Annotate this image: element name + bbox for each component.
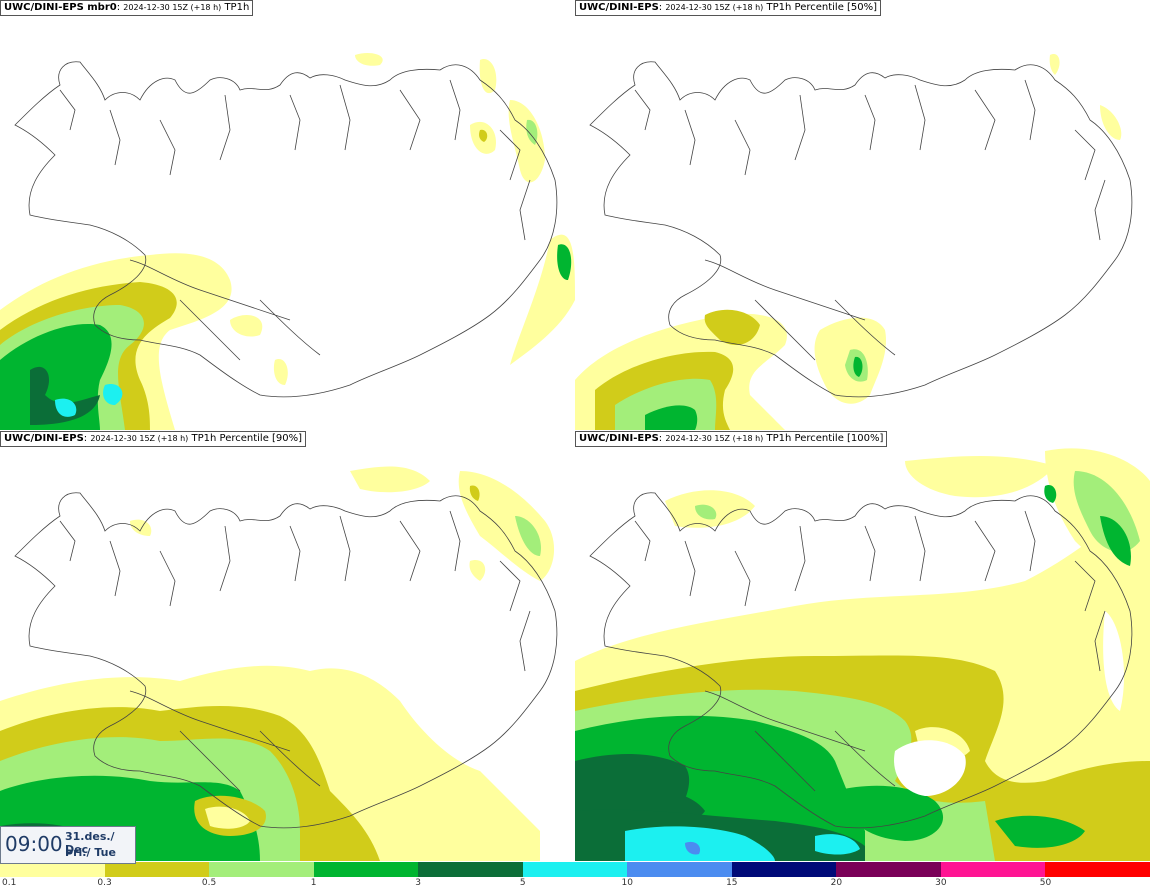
legend-swatch-1 [104,862,210,877]
valid-date: 31.des./ Dec [65,830,115,856]
legend-tick-label: 10 [621,878,633,888]
legend-tick-label: 50 [1039,878,1052,888]
panel-title-p50: UWC/DINI-EPS: 2024-12-30 15Z (+18 h) TP1… [575,0,882,16]
precip-map-p100 [575,448,1150,861]
precip-map-mbr0 [0,53,575,430]
legend-tick-label: 15 [726,878,738,888]
legend-swatch-5 [522,862,628,877]
panel-title-p90: UWC/DINI-EPS: 2024-12-30 15Z (+18 h) TP1… [0,431,307,447]
legend-swatch-3 [313,862,419,877]
valid-time: 09:00 [5,832,63,856]
valid-time-box: 09:00 31.des./ Dec Þri./ Tue [0,826,136,864]
legend-swatch-0 [0,862,106,877]
map-panel-p90[interactable]: UWC/DINI-EPS: 2024-12-30 15Z (+18 h) TP1… [0,431,575,861]
precip-color-legend: 0.1 0.3 0.5 1 3 5 10 15 20 30 50 [0,862,1150,891]
precip-map-p50 [575,54,1133,430]
precip-map-p90 [0,466,558,861]
legend-swatch-9 [940,862,1046,877]
legend-swatch-4 [418,862,524,877]
legend-tick-label: 20 [830,878,843,888]
legend-swatch-2 [209,862,315,877]
legend-tick-label: 30 [935,878,947,888]
panel-title-mbr0: UWC/DINI-EPS mbr0: 2024-12-30 15Z (+18 h… [0,0,254,16]
panel-title-p100: UWC/DINI-EPS: 2024-12-30 15Z (+18 h) TP1… [575,431,888,447]
legend-tick-label: 1 [310,878,317,888]
legend-swatch-8 [836,862,942,877]
map-panel-p50[interactable]: UWC/DINI-EPS: 2024-12-30 15Z (+18 h) TP1… [575,0,1150,430]
valid-weekday: Þri./ Tue [65,846,116,859]
map-panel-p100[interactable]: UWC/DINI-EPS: 2024-12-30 15Z (+18 h) TP1… [575,431,1150,861]
legend-tick-label: 0.3 [97,878,112,888]
legend-tick-label: 3 [415,878,422,888]
legend-tick-label: 0.5 [201,878,217,888]
legend-swatch-10 [1045,862,1150,877]
legend-tick-label: 0.1 [2,878,17,888]
legend-swatch-6 [627,862,733,877]
map-panel-mbr0[interactable]: UWC/DINI-EPS mbr0: 2024-12-30 15Z (+18 h… [0,0,575,430]
legend-swatch-7 [731,862,837,877]
legend-tick-label: 5 [519,878,526,888]
